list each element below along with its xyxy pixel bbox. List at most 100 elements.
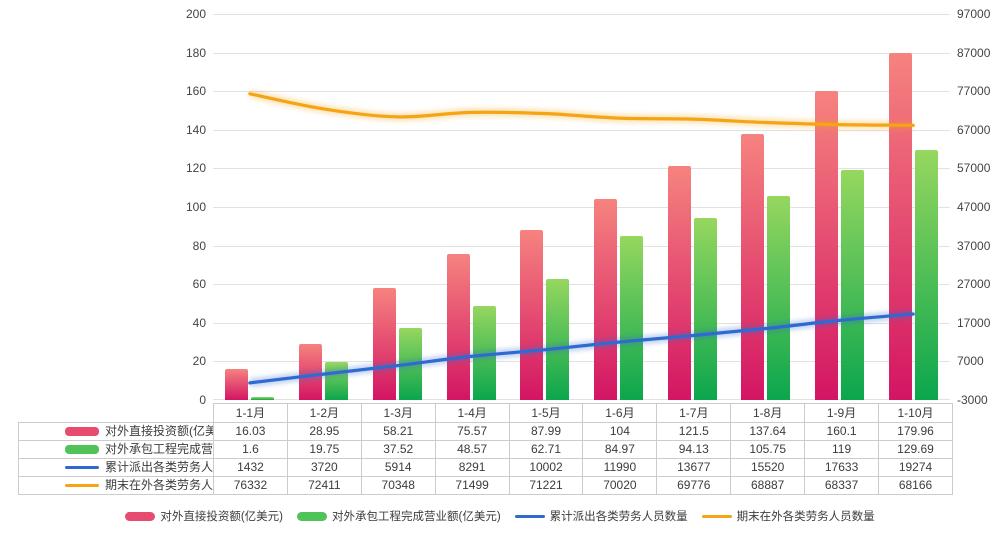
line-series xyxy=(248,92,915,127)
left-axis-tick-label: 0 xyxy=(199,393,206,407)
right-axis-tick-label: 97000 xyxy=(957,7,991,21)
table-header-row: 1-1月 1-2月 1-3月 1-4月 1-5月 1-6月 1-7月 1-8月 1-9月 1-10… xyxy=(19,403,953,423)
table-category-header: 1-3月 xyxy=(360,403,436,423)
series-bar-swatch-icon xyxy=(65,427,99,436)
table-value-cell: 1.6 xyxy=(213,440,288,459)
table-value-cell: 48.57 xyxy=(434,440,510,459)
gridline xyxy=(213,130,950,131)
gridline xyxy=(213,284,950,285)
table-category-header: 1-4月 xyxy=(434,403,510,423)
bar xyxy=(767,195,791,400)
right-axis-tick-label: 7000 xyxy=(957,354,984,369)
line-series-glow xyxy=(248,89,914,130)
legend-item[interactable]: 累计派出各类劳务人员数量 xyxy=(514,508,688,524)
bar xyxy=(841,170,864,400)
table-row: 对外承包工程完成营业额(亿美元)1.619.7537.5248.5762.718… xyxy=(18,440,953,459)
legend-line-swatch-icon xyxy=(514,514,545,518)
table-value-cell: 69776 xyxy=(656,476,732,495)
table-value-cell: 121.5 xyxy=(656,422,732,441)
table-corner-cell xyxy=(19,404,214,423)
right-axis-tick-label: 77000 xyxy=(957,84,991,99)
table-value-cell: 70020 xyxy=(582,476,658,495)
series-bar-swatch-icon xyxy=(65,445,99,454)
series-label-wrap: 对外承包工程完成营业额(亿美元) xyxy=(20,442,214,458)
series-line-swatch-icon xyxy=(65,466,99,469)
left-axis-tick-label: 60 xyxy=(192,277,206,292)
bar xyxy=(593,199,617,400)
table-value-cell: 8291 xyxy=(434,458,510,477)
left-y-axis: 200 180 160 140 120 100 80 60 40 20 0 xyxy=(140,0,206,420)
left-axis-tick-label: 20 xyxy=(192,354,206,369)
table-series-label-cell: 对外承包工程完成营业额(亿美元) xyxy=(18,440,214,459)
line-series xyxy=(248,312,915,385)
table-value-cell: 94.13 xyxy=(656,440,732,459)
gridline xyxy=(213,14,950,15)
series-name: 期末在外各类劳务人员数量 xyxy=(105,478,214,492)
legend-item[interactable]: 对外直接投资额(亿美元) xyxy=(125,508,283,524)
table-category-header: 1-8月 xyxy=(730,403,806,423)
left-axis-tick-label: 100 xyxy=(185,200,206,214)
table-value-cell: 68337 xyxy=(804,476,880,495)
table-value-cell: 58.21 xyxy=(360,422,436,441)
table-value-cell: 3720 xyxy=(286,458,362,477)
right-axis-tick-label: 57000 xyxy=(957,161,991,176)
table-value-cell: 19274 xyxy=(878,458,953,477)
bar xyxy=(225,369,249,400)
table-row: 对外直接投资额(亿美元)16.0328.9558.2175.5787.99104… xyxy=(18,422,953,441)
series-name: 对外承包工程完成营业额(亿美元) xyxy=(105,442,214,456)
table-value-cell: 179.96 xyxy=(878,422,953,441)
right-axis-tick-label: 67000 xyxy=(957,122,991,137)
series-label-wrap: 累计派出各类劳务人员数量 xyxy=(20,460,214,476)
legend-label: 累计派出各类劳务人员数量 xyxy=(549,511,688,523)
table-series-label-cell: 累计派出各类劳务人员数量 xyxy=(18,458,214,477)
gridline xyxy=(213,207,950,208)
table-value-cell: 16.03 xyxy=(213,422,288,441)
right-axis-tick-label: -3000 xyxy=(957,393,988,407)
table-value-cell: 87.99 xyxy=(508,422,584,441)
table-value-cell: 62.71 xyxy=(508,440,584,459)
table-value-cell: 19.75 xyxy=(286,440,362,459)
table-category-header: 1-2月 xyxy=(286,403,362,423)
table-value-cell: 1432 xyxy=(213,458,288,477)
table-value-cell: 11990 xyxy=(582,458,658,477)
table-category-header: 1-7月 xyxy=(656,403,732,423)
right-axis-tick-label: 27000 xyxy=(957,277,991,292)
table-value-cell: 72411 xyxy=(286,476,362,495)
gridline xyxy=(213,168,950,169)
line-series-layer xyxy=(248,89,915,388)
data-table: 1-1月 1-2月 1-3月 1-4月 1-5月 1-6月 1-7月 1-8月 1-9月 1-10… xyxy=(18,403,953,495)
left-axis-tick-label: 180 xyxy=(185,45,206,60)
left-axis-tick-label: 160 xyxy=(185,84,206,99)
table-value-cell: 104 xyxy=(582,422,658,441)
plot-area xyxy=(213,14,950,400)
legend-item[interactable]: 期末在外各类劳务人员数量 xyxy=(701,508,875,524)
table-value-cell: 5914 xyxy=(360,458,436,477)
table-value-cell: 10002 xyxy=(508,458,584,477)
table-category-header: 1-10月 xyxy=(878,403,953,423)
table-category-header: 1-5月 xyxy=(508,403,584,423)
legend-label: 对外承包工程完成营业额(亿美元) xyxy=(332,511,501,523)
table-value-cell: 71499 xyxy=(434,476,510,495)
left-axis-tick-label: 140 xyxy=(185,122,206,137)
table-value-cell: 75.57 xyxy=(434,422,510,441)
right-axis-tick-label: 87000 xyxy=(957,45,991,60)
bar xyxy=(251,396,275,400)
gridline xyxy=(213,399,950,400)
series-label-wrap: 期末在外各类劳务人员数量 xyxy=(20,478,214,494)
bar xyxy=(446,254,470,400)
bar xyxy=(546,279,570,400)
legend-item[interactable]: 对外承包工程完成营业额(亿美元) xyxy=(297,508,501,524)
table-value-cell: 28.95 xyxy=(286,422,362,441)
gridline xyxy=(213,53,950,54)
right-axis-tick-label: 47000 xyxy=(957,200,991,214)
right-axis-tick-label: 37000 xyxy=(957,238,991,253)
series-name: 累计派出各类劳务人员数量 xyxy=(105,460,214,474)
table-value-cell: 71221 xyxy=(508,476,584,495)
table-value-cell: 119 xyxy=(804,440,880,459)
gridline xyxy=(213,323,950,324)
table-value-cell: 137.64 xyxy=(730,422,806,441)
table-category-header: 1-6月 xyxy=(582,403,658,423)
legend: 对外直接投资额(亿美元) 对外承包工程完成营业额(亿美元) 累计派出各类劳务人员数量… xyxy=(0,508,1000,524)
series-name: 对外直接投资额(亿美元) xyxy=(105,424,213,438)
